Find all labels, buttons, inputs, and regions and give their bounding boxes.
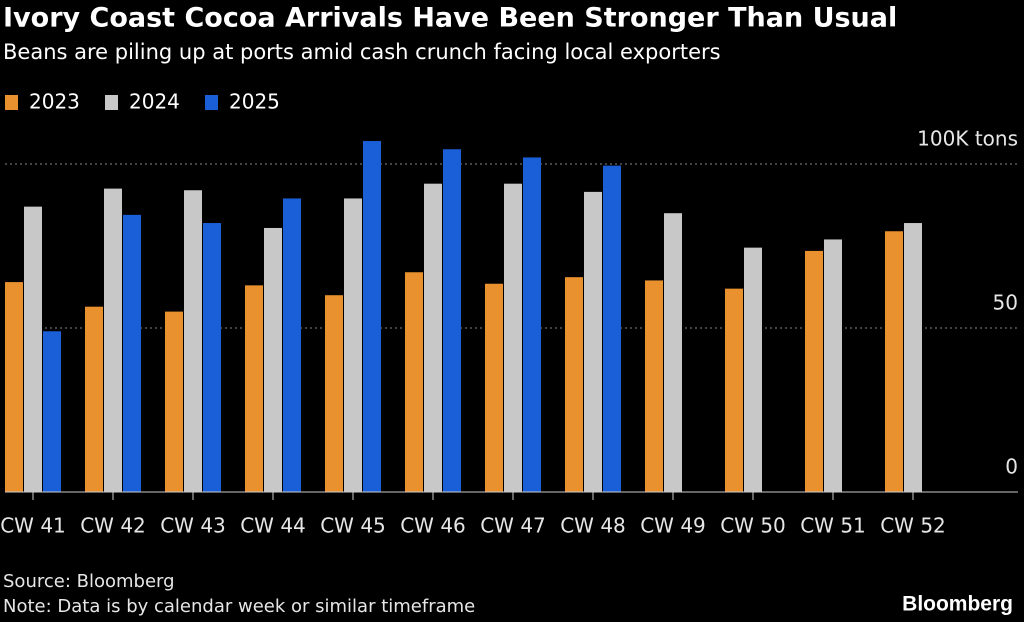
x-tick-label: CW 41 [0,514,66,538]
bar [43,331,61,492]
bar [565,277,583,492]
bar [664,213,682,492]
bar [245,285,263,492]
bar [904,223,922,493]
x-tick-label: CW 51 [800,514,866,538]
legend-label: 2025 [229,90,280,114]
source: Source: Bloomberg [3,571,175,592]
bar [805,250,823,492]
bar [104,188,122,492]
legend-label: 2024 [129,90,180,114]
bar [523,157,541,492]
chart-title: Ivory Coast Cocoa Arrivals Have Been Str… [3,3,897,34]
bar [24,206,42,492]
note: Note: Data is by calendar week or simila… [3,596,475,617]
bar [504,183,522,492]
bar [443,149,461,493]
bar [744,247,762,492]
bar [203,223,221,493]
chart-subtitle: Beans are piling up at ports amid cash c… [3,40,721,64]
bar [5,282,23,492]
brand-logo: Bloomberg [902,593,1013,616]
legend-swatch [105,95,118,110]
bar [485,283,503,492]
bar [184,190,202,493]
bar [325,295,343,492]
x-tick-label: CW 42 [80,514,146,538]
x-tick-label: CW 43 [160,514,226,538]
bar [584,191,602,492]
x-tick-label: CW 50 [720,514,786,538]
y-tick-label: 0 [1005,455,1018,479]
bar [283,198,301,492]
x-tick-label: CW 46 [400,514,466,538]
bar [603,165,621,492]
legend-swatch [205,95,218,110]
x-tick-label: CW 45 [320,514,386,538]
bar [424,183,442,492]
y-tick-label: 100K tons [917,127,1018,151]
bar [824,239,842,492]
x-tick-label: CW 48 [560,514,626,538]
x-tick-label: CW 44 [240,514,306,538]
x-tick-label: CW 52 [880,514,946,538]
bar [123,214,141,492]
bar [405,272,423,492]
bar [165,311,183,492]
bar [725,288,743,492]
legend-swatch [5,95,18,110]
y-tick-label: 50 [993,291,1018,315]
bar [363,141,381,493]
bar [344,198,362,492]
legend-label: 2023 [29,90,80,114]
bar [264,227,282,492]
x-tick-label: CW 47 [480,514,546,538]
x-tick-label: CW 49 [640,514,706,538]
bar [885,231,903,493]
bar [645,280,663,492]
bar [85,306,103,492]
